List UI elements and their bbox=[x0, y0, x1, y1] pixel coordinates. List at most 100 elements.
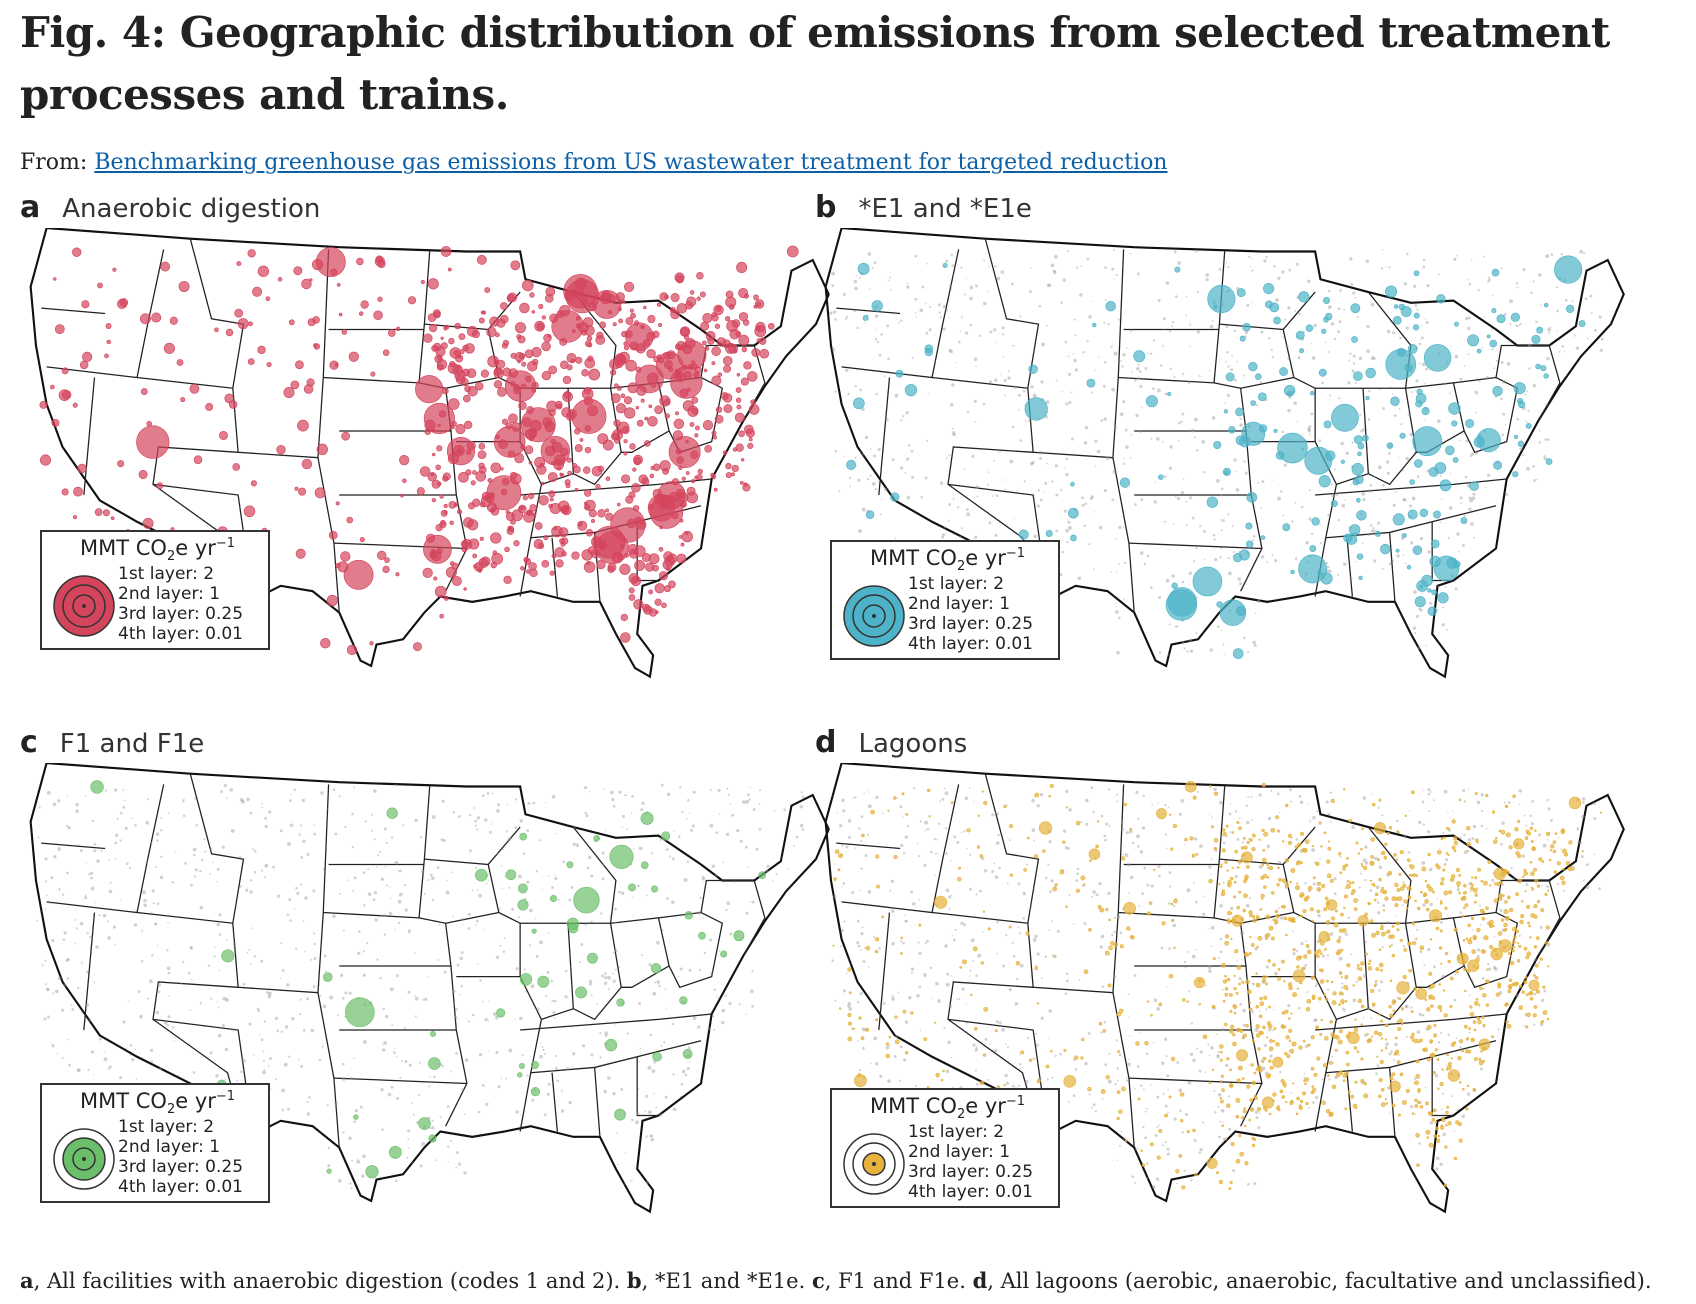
facility-marker-background bbox=[963, 923, 966, 927]
facility-emission-marker bbox=[1433, 555, 1460, 582]
facility-marker-background bbox=[1381, 483, 1385, 487]
facility-marker-background bbox=[1150, 352, 1153, 355]
facility-emission-marker bbox=[654, 583, 665, 594]
facility-marker-background bbox=[1065, 457, 1068, 461]
facility-emission-marker bbox=[1443, 836, 1446, 840]
facility-marker-background bbox=[351, 812, 354, 816]
facility-marker-background bbox=[1422, 265, 1426, 269]
facility-marker-background bbox=[287, 1107, 290, 1111]
facility-emission-marker bbox=[1469, 1005, 1473, 1009]
facility-emission-marker bbox=[686, 486, 696, 496]
facility-marker-background bbox=[666, 897, 669, 900]
facility-marker-background bbox=[1441, 623, 1445, 627]
facility-emission-marker bbox=[1368, 1007, 1371, 1010]
facility-emission-marker bbox=[566, 861, 574, 869]
facility-emission-marker bbox=[522, 495, 528, 501]
facility-marker-background bbox=[1056, 929, 1060, 933]
facility-marker-background bbox=[1598, 887, 1601, 891]
facility-marker-background bbox=[838, 490, 841, 493]
facility-marker-background bbox=[1203, 470, 1206, 474]
facility-marker-background bbox=[969, 969, 972, 972]
source-article-link[interactable]: Benchmarking greenhouse gas emissions fr… bbox=[94, 150, 1168, 175]
facility-emission-marker bbox=[1318, 938, 1322, 943]
facility-marker-background bbox=[1067, 355, 1070, 358]
facility-marker-background bbox=[895, 1034, 898, 1038]
facility-emission-marker bbox=[360, 300, 369, 309]
facility-emission-marker bbox=[659, 525, 663, 530]
facility-emission-marker bbox=[1253, 1138, 1257, 1142]
facility-emission-marker bbox=[1453, 840, 1459, 846]
facility-emission-marker bbox=[1334, 909, 1338, 913]
facility-emission-marker bbox=[288, 319, 295, 326]
facility-emission-marker bbox=[659, 395, 671, 407]
facility-marker-background bbox=[1547, 807, 1551, 811]
facility-marker-background bbox=[1107, 1079, 1112, 1084]
facility-marker-background bbox=[1445, 1064, 1448, 1066]
facility-emission-marker bbox=[640, 398, 645, 403]
facility-emission-marker bbox=[478, 557, 489, 569]
facility-emission-marker bbox=[1266, 876, 1270, 879]
facility-emission-marker bbox=[266, 362, 272, 368]
facility-marker-background bbox=[354, 1109, 359, 1113]
facility-marker-background bbox=[1028, 322, 1031, 324]
facility-emission-marker bbox=[1356, 964, 1360, 967]
facility-marker-background bbox=[831, 794, 833, 797]
facility-emission-marker bbox=[1542, 985, 1546, 989]
facility-emission-marker bbox=[1003, 1083, 1006, 1087]
facility-marker-background bbox=[843, 455, 845, 458]
facility-marker-background bbox=[1229, 831, 1231, 833]
facility-marker-background bbox=[1459, 911, 1462, 914]
facility-emission-marker bbox=[1436, 1058, 1440, 1062]
facility-marker-background bbox=[1017, 882, 1021, 886]
facility-emission-marker bbox=[1347, 1090, 1351, 1094]
facility-marker-background bbox=[1471, 258, 1473, 261]
facility-marker-background bbox=[1177, 261, 1182, 265]
facility-emission-marker bbox=[1478, 1057, 1482, 1061]
facility-emission-marker bbox=[1242, 837, 1246, 840]
facility-emission-marker bbox=[1265, 932, 1271, 938]
facility-marker-background bbox=[1022, 389, 1026, 393]
facility-marker-background bbox=[1403, 282, 1407, 286]
facility-marker-background bbox=[327, 1164, 331, 1168]
facility-marker-background bbox=[1103, 1021, 1107, 1024]
facility-marker-background bbox=[717, 788, 721, 793]
facility-marker-background bbox=[729, 932, 733, 936]
facility-emission-marker bbox=[1433, 510, 1441, 519]
facility-emission-marker bbox=[395, 326, 401, 332]
facility-emission-marker bbox=[575, 323, 582, 329]
facility-marker-background bbox=[1146, 883, 1150, 887]
facility-emission-marker bbox=[608, 310, 613, 315]
facility-emission-marker bbox=[1389, 979, 1393, 983]
facility-marker-background bbox=[1156, 1125, 1159, 1128]
facility-marker-background bbox=[1002, 333, 1005, 336]
facility-emission-marker bbox=[559, 337, 568, 346]
facility-marker-background bbox=[1388, 562, 1392, 566]
facility-marker-background bbox=[943, 526, 946, 529]
facility-marker-background bbox=[951, 264, 955, 268]
facility-emission-marker bbox=[1492, 947, 1497, 952]
facility-marker-background bbox=[160, 855, 163, 858]
facility-marker-background bbox=[956, 998, 959, 1001]
facility-marker-background bbox=[1260, 330, 1264, 334]
facility-emission-marker bbox=[1489, 944, 1494, 950]
facility-marker-background bbox=[1484, 315, 1486, 318]
facility-marker-background bbox=[918, 854, 921, 858]
facility-marker-background bbox=[709, 823, 714, 828]
facility-emission-marker bbox=[1373, 884, 1376, 887]
facility-marker-background bbox=[974, 1048, 979, 1052]
facility-emission-marker bbox=[1229, 1180, 1233, 1185]
facility-marker-background bbox=[1472, 978, 1474, 981]
facility-marker-background bbox=[745, 911, 749, 915]
facility-marker-background bbox=[1538, 429, 1541, 432]
facility-emission-marker bbox=[1328, 840, 1331, 843]
facility-marker-background bbox=[1373, 559, 1377, 563]
facility-emission-marker bbox=[748, 437, 753, 442]
facility-marker-background bbox=[517, 874, 522, 879]
facility-emission-marker bbox=[453, 349, 460, 356]
facility-marker-background bbox=[679, 786, 682, 789]
facility-emission-marker bbox=[1168, 973, 1174, 979]
facility-marker-background bbox=[442, 839, 446, 843]
facility-marker-background bbox=[684, 1073, 687, 1077]
facility-marker-background bbox=[1185, 500, 1188, 503]
facility-emission-marker bbox=[1536, 326, 1544, 334]
